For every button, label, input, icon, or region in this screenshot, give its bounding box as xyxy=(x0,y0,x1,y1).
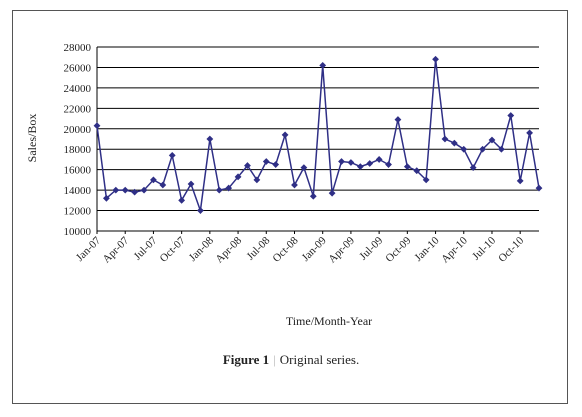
data-point xyxy=(112,186,120,194)
x-tick-label: Apr-10 xyxy=(439,234,470,265)
data-point xyxy=(131,188,139,196)
figure-frame xyxy=(12,10,568,404)
data-point xyxy=(121,186,129,194)
data-point xyxy=(497,145,505,153)
x-tick-label: Apr-09 xyxy=(326,234,357,265)
data-point xyxy=(244,162,251,169)
data-point xyxy=(215,186,223,194)
data-point xyxy=(516,177,524,185)
data-point xyxy=(450,139,458,147)
data-point xyxy=(206,135,214,143)
y-tick-label: 18000 xyxy=(64,144,92,156)
x-tick-label: Oct-07 xyxy=(158,234,188,264)
data-point xyxy=(272,161,280,168)
data-point xyxy=(385,161,392,168)
x-tick-label: Jan-09 xyxy=(300,234,330,264)
x-tick-label: Jul-08 xyxy=(244,234,272,262)
data-point xyxy=(253,176,261,184)
data-point xyxy=(159,181,167,189)
data-point xyxy=(281,131,289,139)
data-point xyxy=(488,136,496,144)
x-tick-label: Jul-10 xyxy=(470,234,498,262)
x-axis-label: Time/Month-Year xyxy=(286,314,372,328)
data-point xyxy=(291,181,298,189)
data-point xyxy=(535,184,543,192)
data-point xyxy=(375,156,383,163)
data-point xyxy=(422,176,430,184)
y-tick-labels: 10000 12000 14000 16000 18000 20000 22000 24000… xyxy=(64,42,92,238)
data-point xyxy=(338,158,345,165)
data-point xyxy=(413,167,421,175)
series-layer xyxy=(93,55,543,214)
data-point xyxy=(432,55,439,63)
data-point xyxy=(366,160,374,167)
data-point xyxy=(460,145,468,153)
x-tick-label: Apr-08 xyxy=(213,234,244,265)
data-point xyxy=(93,122,101,130)
x-tick-label: Jan-07 xyxy=(74,234,104,264)
data-point xyxy=(225,184,233,192)
data-point xyxy=(168,151,176,159)
data-point xyxy=(197,207,204,214)
x-tick-label: Jan-08 xyxy=(187,234,217,264)
data-point xyxy=(526,129,533,137)
figure-caption: Figure 1 | Original series. xyxy=(0,352,582,368)
y-tick-label: 22000 xyxy=(64,103,92,115)
series-line xyxy=(96,59,540,211)
y-tick-label: 16000 xyxy=(64,165,92,177)
data-point xyxy=(103,194,110,202)
y-tick-label: 14000 xyxy=(64,185,92,197)
data-point xyxy=(356,163,364,170)
x-tick-label: Oct-08 xyxy=(271,234,301,264)
data-point xyxy=(309,192,317,200)
x-tick-label: Jul-09 xyxy=(357,234,385,262)
x-tick-label: Apr-07 xyxy=(101,234,132,265)
x-tick-label: Jul-07 xyxy=(132,234,160,262)
caption-text: Original series. xyxy=(279,352,360,367)
data-point xyxy=(178,196,186,204)
x-tick-label: Oct-10 xyxy=(496,234,526,264)
caption-separator: | xyxy=(273,352,276,367)
data-point xyxy=(441,135,449,143)
data-point xyxy=(347,159,355,166)
y-tick-label: 24000 xyxy=(64,83,92,95)
data-point xyxy=(319,62,327,69)
x-tick-label: Oct-09 xyxy=(383,234,413,264)
caption-figure-label: Figure 1 xyxy=(222,352,270,367)
data-point xyxy=(187,180,195,188)
y-tick-label: 28000 xyxy=(64,42,92,54)
data-point xyxy=(479,145,486,153)
data-point xyxy=(507,112,515,119)
y-tick-label: 26000 xyxy=(64,62,92,74)
data-point xyxy=(328,189,336,197)
y-tick-label: 10000 xyxy=(64,226,92,238)
x-tick-label: Jan-10 xyxy=(412,234,442,264)
data-point xyxy=(234,173,242,181)
y-tick-label: 20000 xyxy=(64,124,92,136)
data-point xyxy=(403,163,411,170)
data-point xyxy=(262,158,270,165)
y-tick-label: 12000 xyxy=(64,206,92,218)
y-axis-label: Sales/Box xyxy=(25,114,39,163)
data-point xyxy=(150,176,157,184)
data-point xyxy=(300,164,308,172)
data-point xyxy=(394,116,402,123)
data-point xyxy=(469,164,477,172)
data-point xyxy=(140,186,148,194)
